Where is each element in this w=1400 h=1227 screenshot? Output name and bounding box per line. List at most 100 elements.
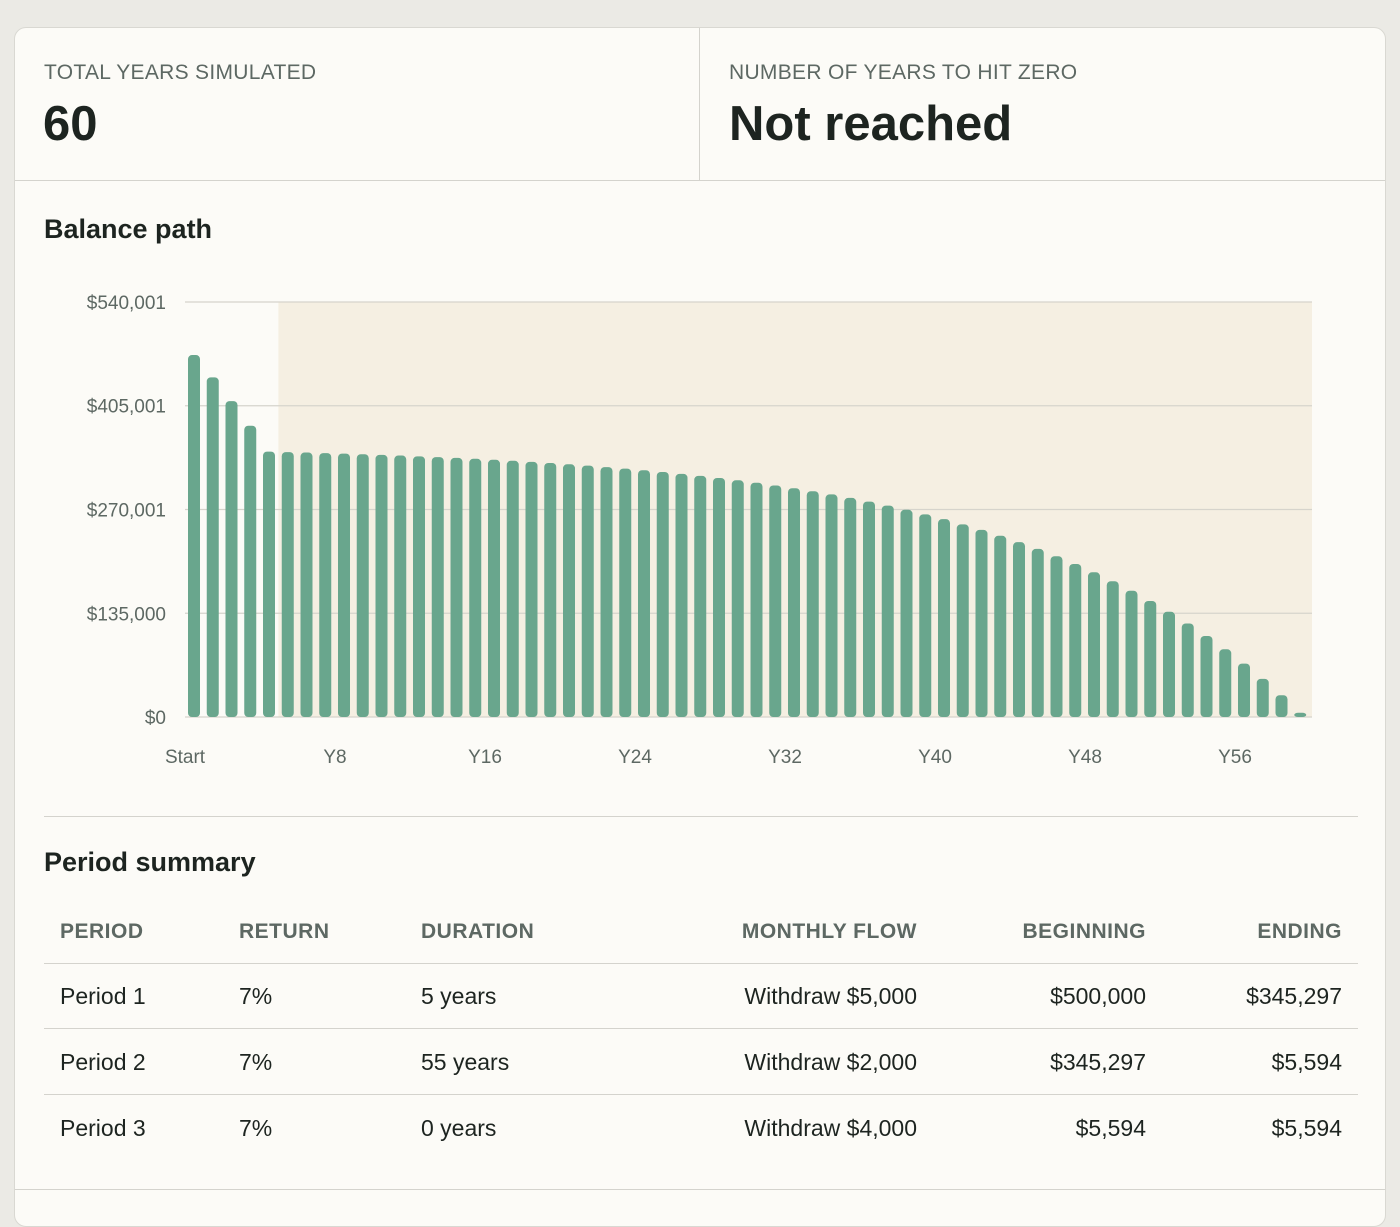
bar bbox=[750, 482, 763, 717]
divider bbox=[44, 816, 1358, 817]
bar bbox=[225, 401, 238, 717]
balance-chart: $0 $135,000 $270,001 $405,001 $540,001 Start Y… bbox=[87, 293, 1312, 768]
y-tick-label: $270,001 bbox=[87, 500, 166, 521]
column-header: RETURN bbox=[239, 920, 330, 943]
bar bbox=[863, 501, 875, 717]
bar bbox=[263, 451, 275, 717]
bar bbox=[619, 468, 632, 717]
stat-label: NUMBER OF YEARS TO HIT ZERO bbox=[729, 61, 1078, 84]
bar bbox=[994, 535, 1007, 717]
bar bbox=[581, 465, 594, 717]
table-cell: $500,000 bbox=[1050, 983, 1146, 1009]
bar bbox=[338, 453, 350, 717]
bar bbox=[919, 514, 932, 717]
bar bbox=[881, 505, 894, 717]
row-border bbox=[44, 963, 1358, 964]
bar bbox=[900, 509, 913, 717]
stat-label: TOTAL YEARS SIMULATED bbox=[44, 61, 317, 84]
bar bbox=[656, 471, 669, 717]
x-tick-label: Y56 bbox=[1218, 747, 1252, 768]
bar bbox=[1088, 572, 1100, 717]
bar bbox=[1238, 663, 1250, 717]
bar bbox=[638, 470, 650, 717]
x-tick-label: Y32 bbox=[768, 747, 802, 768]
y-tick-label: $540,001 bbox=[87, 293, 166, 314]
table-cell: Period 3 bbox=[60, 1115, 146, 1141]
bar bbox=[1275, 695, 1288, 717]
bar bbox=[694, 475, 707, 717]
column-header: PERIOD bbox=[60, 920, 144, 943]
bar bbox=[1256, 678, 1269, 717]
bar bbox=[188, 355, 200, 717]
bar bbox=[413, 456, 425, 717]
bar bbox=[938, 519, 950, 717]
bar bbox=[769, 485, 782, 717]
bar bbox=[600, 467, 613, 717]
table-cell: $5,594 bbox=[1271, 1049, 1342, 1075]
column-header: BEGINNING bbox=[1022, 920, 1146, 943]
table-cell: 7% bbox=[239, 983, 273, 1009]
column-header: ENDING bbox=[1257, 920, 1342, 943]
bar bbox=[356, 454, 369, 717]
y-tick-label: $135,000 bbox=[87, 604, 166, 625]
bar bbox=[525, 461, 538, 717]
divider bbox=[699, 28, 700, 180]
bar bbox=[1050, 556, 1063, 717]
bar bbox=[675, 473, 688, 717]
bar bbox=[563, 464, 575, 717]
column-header: DURATION bbox=[421, 920, 535, 943]
table-cell: $5,594 bbox=[1271, 1115, 1342, 1141]
x-tick-label: Y48 bbox=[1068, 747, 1102, 768]
table-cell: Withdraw $4,000 bbox=[744, 1115, 917, 1141]
x-tick-label: Y8 bbox=[323, 747, 346, 768]
bar bbox=[394, 455, 407, 717]
bar bbox=[956, 524, 969, 717]
table-cell: Withdraw $5,000 bbox=[744, 983, 917, 1009]
x-tick-label: Y40 bbox=[918, 747, 952, 768]
bar bbox=[319, 453, 332, 717]
bar bbox=[206, 377, 219, 717]
bar bbox=[1144, 600, 1157, 717]
bar bbox=[731, 480, 744, 717]
bar bbox=[788, 488, 800, 717]
section-title: Balance path bbox=[44, 214, 213, 244]
bar bbox=[1031, 548, 1044, 717]
bar bbox=[1125, 590, 1138, 717]
bar bbox=[1294, 712, 1307, 717]
x-tick-label: Y24 bbox=[618, 747, 652, 768]
bar bbox=[713, 477, 725, 717]
table-cell: 7% bbox=[239, 1049, 273, 1075]
bar bbox=[1106, 581, 1119, 717]
x-tick-label: Start bbox=[165, 747, 206, 768]
bar bbox=[469, 458, 482, 717]
divider bbox=[15, 1189, 1385, 1190]
stat-value: Not reached bbox=[729, 97, 1013, 151]
section-title: Period summary bbox=[44, 847, 256, 877]
bar bbox=[281, 452, 294, 717]
bar bbox=[975, 529, 988, 717]
bar bbox=[1013, 542, 1025, 717]
x-tick-label: Y16 bbox=[468, 747, 502, 768]
bar bbox=[844, 497, 857, 717]
table-cell: Period 1 bbox=[60, 983, 146, 1009]
table-cell: 0 years bbox=[421, 1115, 497, 1141]
table-cell: $345,297 bbox=[1246, 983, 1342, 1009]
bar bbox=[806, 491, 819, 717]
row-border bbox=[44, 1028, 1358, 1029]
table-cell: 55 years bbox=[421, 1049, 510, 1075]
bar bbox=[1163, 611, 1175, 717]
bar bbox=[1069, 563, 1082, 717]
y-tick-label: $0 bbox=[145, 708, 166, 729]
table-cell: Period 2 bbox=[60, 1049, 146, 1075]
divider bbox=[15, 180, 1385, 181]
table-cell: $345,297 bbox=[1050, 1049, 1146, 1075]
stat-value: 60 bbox=[43, 97, 98, 151]
bar bbox=[488, 459, 500, 717]
table-cell: 5 years bbox=[421, 983, 497, 1009]
y-tick-label: $405,001 bbox=[87, 397, 166, 418]
bar bbox=[544, 463, 557, 717]
bar bbox=[825, 494, 838, 717]
bar bbox=[244, 425, 257, 717]
bar bbox=[300, 452, 313, 717]
